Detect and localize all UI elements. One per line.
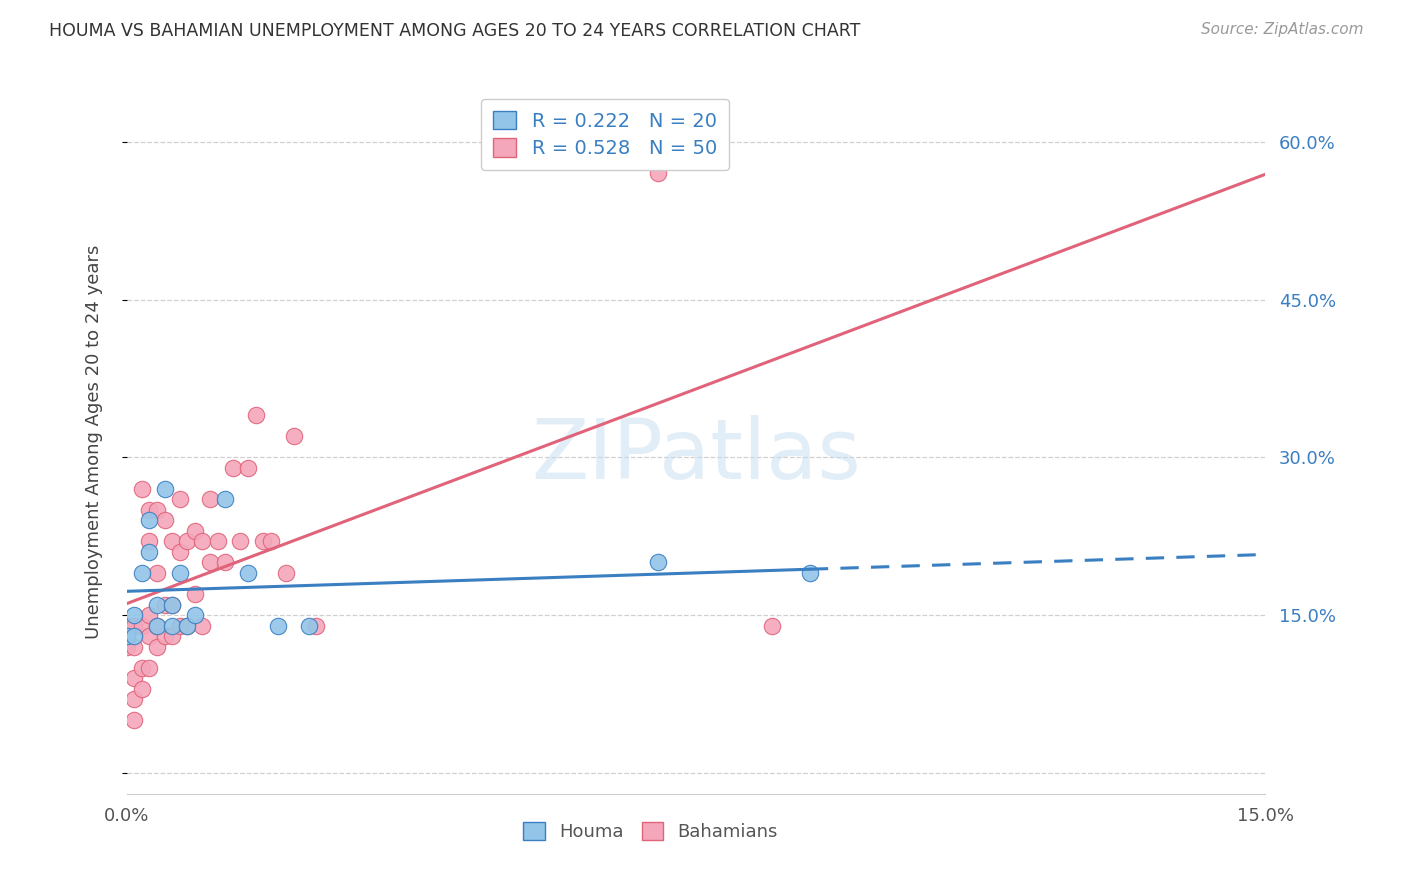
- Point: [305, 618, 328, 632]
- Point: [245, 409, 267, 423]
- Point: [260, 534, 283, 549]
- Point: [122, 618, 145, 632]
- Point: [198, 556, 221, 570]
- Point: [214, 556, 236, 570]
- Point: [252, 534, 274, 549]
- Point: [138, 534, 160, 549]
- Point: [647, 166, 669, 180]
- Point: [214, 492, 236, 507]
- Point: [131, 618, 153, 632]
- Point: [160, 618, 183, 632]
- Text: ZIPatlas: ZIPatlas: [531, 415, 860, 496]
- Point: [169, 618, 191, 632]
- Text: Source: ZipAtlas.com: Source: ZipAtlas.com: [1201, 22, 1364, 37]
- Point: [115, 618, 138, 632]
- Y-axis label: Unemployment Among Ages 20 to 24 years: Unemployment Among Ages 20 to 24 years: [84, 244, 103, 639]
- Point: [122, 629, 145, 643]
- Point: [138, 503, 160, 517]
- Point: [138, 513, 160, 527]
- Point: [169, 566, 191, 580]
- Point: [207, 534, 229, 549]
- Point: [184, 524, 207, 538]
- Point: [146, 566, 169, 580]
- Point: [236, 566, 259, 580]
- Point: [198, 492, 221, 507]
- Point: [115, 640, 138, 654]
- Point: [153, 629, 176, 643]
- Point: [169, 545, 191, 559]
- Point: [138, 545, 160, 559]
- Point: [169, 492, 191, 507]
- Point: [160, 534, 183, 549]
- Point: [283, 429, 305, 443]
- Point: [131, 482, 153, 496]
- Point: [191, 618, 214, 632]
- Point: [160, 629, 183, 643]
- Point: [176, 534, 198, 549]
- Point: [236, 460, 259, 475]
- Point: [138, 661, 160, 675]
- Point: [160, 598, 183, 612]
- Point: [146, 618, 169, 632]
- Point: [153, 513, 176, 527]
- Point: [191, 534, 214, 549]
- Point: [222, 460, 245, 475]
- Point: [176, 618, 198, 632]
- Legend: Houma, Bahamians: Houma, Bahamians: [516, 815, 785, 848]
- Point: [274, 566, 297, 580]
- Point: [761, 618, 783, 632]
- Point: [160, 598, 183, 612]
- Point: [298, 618, 321, 632]
- Point: [146, 640, 169, 654]
- Point: [184, 587, 207, 601]
- Point: [267, 618, 290, 632]
- Point: [122, 692, 145, 706]
- Point: [799, 566, 821, 580]
- Point: [176, 618, 198, 632]
- Point: [153, 598, 176, 612]
- Point: [131, 681, 153, 696]
- Point: [122, 713, 145, 727]
- Point: [229, 534, 252, 549]
- Point: [146, 503, 169, 517]
- Point: [146, 618, 169, 632]
- Point: [122, 671, 145, 685]
- Point: [138, 608, 160, 623]
- Point: [122, 608, 145, 623]
- Point: [647, 556, 669, 570]
- Point: [153, 482, 176, 496]
- Point: [146, 598, 169, 612]
- Point: [131, 661, 153, 675]
- Point: [184, 608, 207, 623]
- Point: [131, 566, 153, 580]
- Text: HOUMA VS BAHAMIAN UNEMPLOYMENT AMONG AGES 20 TO 24 YEARS CORRELATION CHART: HOUMA VS BAHAMIAN UNEMPLOYMENT AMONG AGE…: [49, 22, 860, 40]
- Point: [122, 640, 145, 654]
- Point: [115, 629, 138, 643]
- Point: [138, 629, 160, 643]
